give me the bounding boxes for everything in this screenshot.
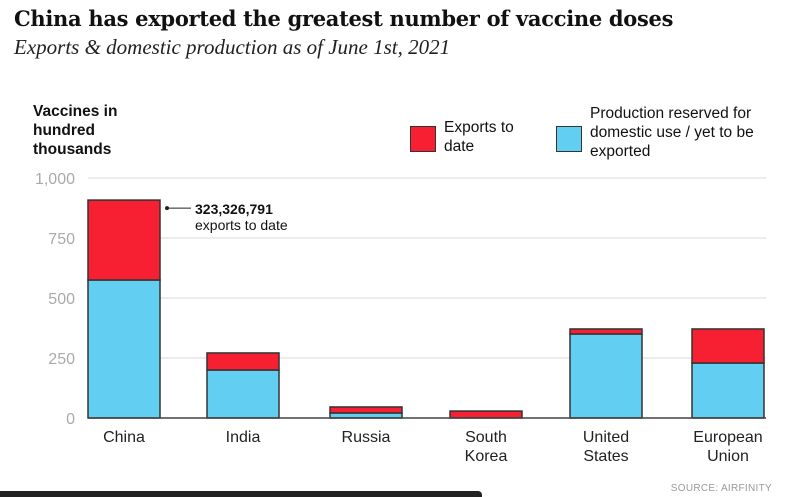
source-note: SOURCE: AIRFINITY	[670, 483, 772, 494]
chart-title: China has exported the greatest number o…	[14, 6, 674, 31]
bottom-scrollbar[interactable]	[0, 491, 482, 497]
y-axis-label: Vaccines in hundred thousands	[33, 103, 118, 158]
chart-subtitle: Exports & domestic production as of June…	[14, 35, 451, 59]
bar-exports	[449, 410, 523, 419]
bar-domestic	[691, 362, 765, 419]
bar-domestic	[329, 412, 403, 419]
bar-exports	[206, 352, 280, 371]
legend-label-exports: Exports to date	[444, 119, 514, 155]
bar-domestic	[569, 333, 643, 419]
legend-item-exports: Exports to date	[410, 118, 539, 156]
bar-domestic	[206, 369, 280, 419]
legend-label-domestic: Production reserved for domestic use / y…	[590, 105, 754, 160]
bar-exports	[329, 406, 403, 414]
bar-exports	[87, 199, 161, 281]
y-tick-label: 0	[66, 411, 75, 428]
x-tick-label: Russia	[342, 429, 391, 446]
bar-exports	[691, 328, 765, 364]
y-tick-label: 1,000	[35, 171, 75, 188]
x-tick-label: India	[226, 429, 261, 446]
y-tick-label: 250	[48, 351, 75, 368]
y-tick-label: 500	[48, 291, 75, 308]
y-tick-label: 750	[48, 231, 75, 248]
legend-swatch-exports	[410, 126, 436, 152]
bar-exports	[569, 328, 643, 335]
annotation-text: exports to date	[195, 217, 288, 233]
bar-domestic	[87, 279, 161, 419]
x-tick-label: United States	[583, 429, 629, 465]
annotation-value: 323,326,791	[195, 201, 273, 217]
legend-item-domestic: Production reserved for domestic use / y…	[556, 104, 770, 161]
x-tick-label: China	[103, 429, 145, 446]
x-tick-label: South Korea	[465, 429, 508, 465]
x-tick-label: European Union	[693, 429, 762, 465]
legend-swatch-domestic	[556, 126, 582, 152]
